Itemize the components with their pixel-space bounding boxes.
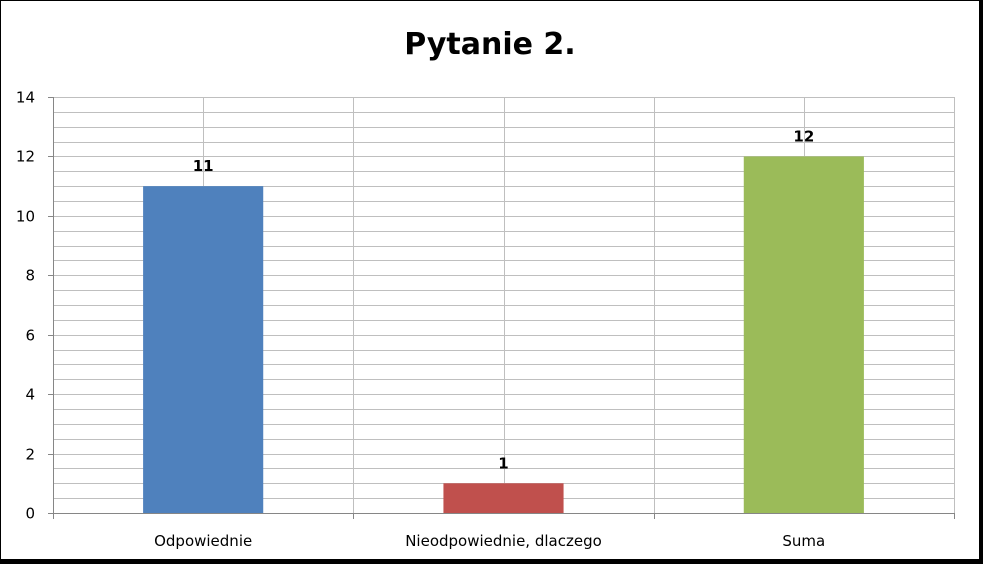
y-tick-label: 8: [25, 267, 35, 285]
data-label-1: 11: [193, 157, 214, 175]
axes: [48, 97, 955, 519]
y-tick-label: 0: [25, 505, 35, 523]
bar-2: [443, 483, 564, 513]
labels: 11 Odpowiednie 1 Nieodpowiednie, dlaczego 12…: [16, 89, 825, 551]
category-label-2: Nieodpowiednie, dlaczego: [405, 532, 602, 550]
chart-title: Pytanie 2.: [404, 27, 575, 62]
bars: [143, 156, 864, 513]
y-tick-label: 12: [16, 148, 35, 166]
category-label-1: Odpowiednie: [154, 532, 252, 550]
y-tick-label: 10: [16, 208, 35, 226]
data-label-2: 1: [498, 454, 508, 472]
bar-3: [743, 156, 864, 513]
y-tick-label: 14: [16, 89, 35, 107]
bar-1: [143, 186, 264, 513]
category-label-3: Suma: [782, 532, 825, 550]
y-tick-label: 6: [25, 327, 35, 345]
y-tick-label: 4: [25, 386, 35, 404]
data-label-3: 12: [793, 127, 814, 145]
y-tick-label: 2: [25, 446, 35, 464]
